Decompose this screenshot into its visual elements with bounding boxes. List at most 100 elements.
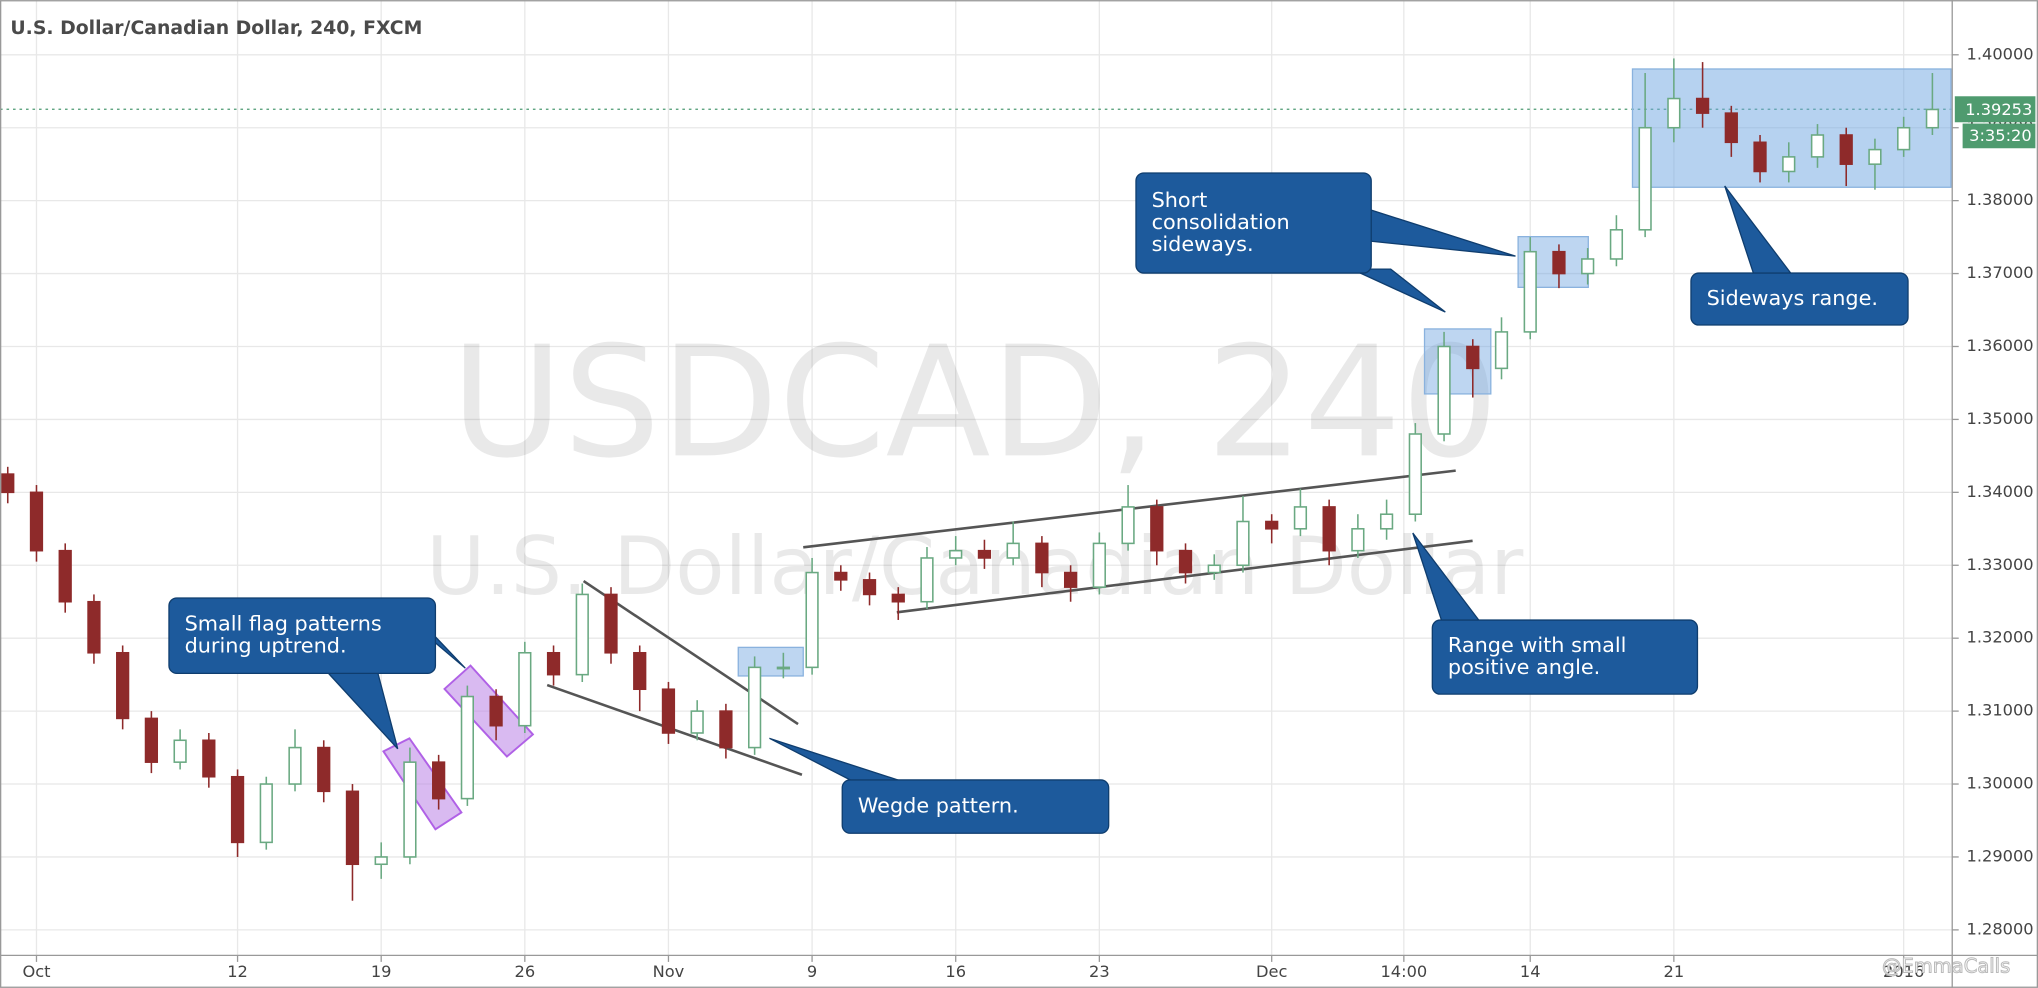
candle-body <box>862 579 877 596</box>
y-tick-label: 1.28000 <box>1967 919 2034 938</box>
y-tick-label: 1.30000 <box>1967 774 2034 793</box>
candle-body <box>834 571 848 581</box>
y-tick-label: 1.32000 <box>1967 628 2034 647</box>
candle-body <box>1581 258 1595 275</box>
candle-body <box>1207 564 1221 574</box>
candle-body <box>1351 528 1365 552</box>
candle-body <box>1 473 15 494</box>
candle-body <box>1178 549 1193 574</box>
x-tick-label: 26 <box>514 962 535 981</box>
candle-body <box>1063 571 1078 588</box>
trend-line <box>896 539 1473 614</box>
price-label-bg <box>1954 96 2036 123</box>
candle-body <box>719 710 733 749</box>
y-tick-label: 1.31000 <box>1967 701 2034 720</box>
x-tick-label: 23 <box>1089 962 1110 981</box>
callout-text: Small flag patterns <box>185 612 382 636</box>
y-tick-label: 1.29000 <box>1967 846 2034 865</box>
candle-body <box>1379 513 1394 530</box>
axes: 1.28000 1.29000 1.30000 1.31000 1.32000 1.330… <box>22 44 2036 981</box>
candle-body <box>575 593 589 676</box>
candle-body <box>1638 126 1652 231</box>
credit: @EmmaCalls <box>1882 955 2010 978</box>
candle-body <box>1868 148 1882 165</box>
candle-body <box>805 571 819 669</box>
candle-body <box>259 783 273 844</box>
callout-text: positive angle. <box>1448 655 1600 679</box>
callout-box <box>841 779 1110 834</box>
candle-body <box>1552 250 1566 275</box>
x-tick-label: Dec <box>1256 962 1287 981</box>
callout-text: sideways. <box>1152 232 1254 256</box>
candles <box>1 58 1940 901</box>
candle-body <box>144 717 159 763</box>
candle-body <box>1667 97 1681 129</box>
candle-body <box>604 593 618 654</box>
candle-body <box>977 549 992 559</box>
y-tick-label: 1.35000 <box>1967 409 2034 428</box>
x-tick-label: 12 <box>227 962 248 981</box>
callout-text: Wegde pattern. <box>858 794 1019 818</box>
range-box <box>1423 328 1492 395</box>
candle-body <box>460 695 475 800</box>
candle-body <box>1035 542 1049 574</box>
x-tick-label: 16 <box>945 962 966 981</box>
candle-body <box>949 549 963 559</box>
candle-body <box>1322 506 1336 552</box>
callout-text: Range with small <box>1448 633 1627 657</box>
x-tick-label: Nov <box>653 962 685 981</box>
x-tick-label: 14 <box>1520 962 1541 981</box>
chart-title: U.S. Dollar/Canadian Dollar, 240, FXCM <box>10 18 422 39</box>
x-tick-label: 9 <box>807 962 817 981</box>
y-tick-label: 1.34000 <box>1967 482 2034 501</box>
candle-body <box>920 557 934 603</box>
candle-body <box>1494 331 1509 370</box>
candle-body <box>1897 126 1911 151</box>
candle-body <box>489 695 503 727</box>
callout-text: during uptrend. <box>185 634 347 658</box>
flag-box <box>382 737 463 831</box>
candle-body <box>374 856 388 866</box>
candle-body <box>1150 506 1164 552</box>
callout-text: Short <box>1152 188 1208 212</box>
candle-body <box>661 688 676 734</box>
trend-line <box>582 580 799 726</box>
callout-box <box>1690 272 1909 326</box>
candle-body <box>87 600 101 654</box>
callout-pointer <box>1351 268 1446 313</box>
candle-body <box>173 739 187 763</box>
candle-body <box>432 761 446 800</box>
countdown: 3:35:20 <box>1969 126 2032 145</box>
candle-body <box>1408 433 1422 515</box>
candle-body <box>633 651 647 691</box>
candle-body <box>288 746 302 785</box>
candle-body <box>891 593 905 603</box>
candle-body <box>1466 345 1480 370</box>
candle-body <box>1121 506 1135 545</box>
candle-body <box>1925 108 1940 129</box>
x-tick-label: 19 <box>371 962 392 981</box>
candle-body <box>1437 345 1451 435</box>
candle-body <box>1265 520 1279 530</box>
countdown-bg <box>1962 123 2036 149</box>
y-tick-label: 1.37000 <box>1967 263 2034 282</box>
candle-body <box>1810 134 1825 158</box>
y-tick-label: 1.36000 <box>1967 336 2034 355</box>
candle-body <box>116 651 130 720</box>
callout-box <box>1431 619 1699 695</box>
candle-body <box>776 666 790 670</box>
callout-text: Sideways range. <box>1707 286 1878 310</box>
candle-body <box>1523 250 1537 333</box>
watermark-symbol: USDCAD, 240 <box>451 314 1499 492</box>
candle-body <box>1782 156 1796 173</box>
candle-body <box>202 739 216 778</box>
candle-body <box>1236 520 1250 567</box>
y-tick-label: 1.40000 <box>1967 44 2034 63</box>
candle-body <box>403 761 417 858</box>
candle-body <box>1724 112 1738 144</box>
callout-text: consolidation <box>1152 210 1290 234</box>
y-tick-label: 1.38000 <box>1967 190 2034 209</box>
